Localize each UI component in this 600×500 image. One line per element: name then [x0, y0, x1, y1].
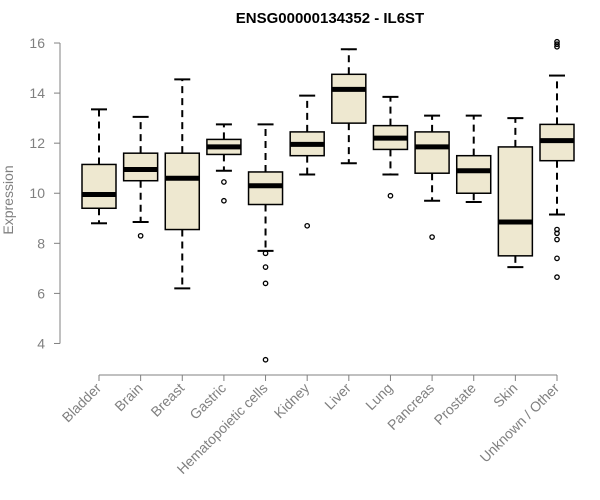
- iqr-box: [81, 163, 117, 210]
- boxes-layer: [81, 38, 575, 363]
- box-breast: [164, 78, 201, 290]
- y-tick-label: 16: [29, 35, 45, 51]
- box-gastric: [206, 123, 242, 204]
- box-prostate: [455, 114, 492, 204]
- iqr-box: [164, 152, 201, 231]
- outlier-point: [554, 236, 560, 243]
- outlier-point: [554, 41, 560, 48]
- box-kidney: [289, 94, 325, 229]
- y-tick-label: 4: [37, 335, 45, 351]
- box-brain: [122, 115, 159, 239]
- box-unknown-other: [539, 38, 575, 280]
- x-category-label: Kidney: [271, 380, 313, 422]
- x-category-label: Skin: [490, 380, 521, 411]
- outlier-point: [387, 192, 394, 199]
- box-lung: [372, 95, 409, 199]
- iqr-box: [455, 154, 492, 194]
- y-axis-label: Expression: [0, 165, 16, 234]
- iqr-box: [331, 73, 367, 124]
- outlier-point: [554, 43, 560, 50]
- outlier-point: [554, 230, 560, 237]
- box-pancreas: [414, 114, 450, 240]
- box-hematopoietic-cells: [247, 123, 284, 363]
- box-skin: [497, 117, 534, 269]
- y-tick-label: 12: [29, 135, 45, 151]
- x-category-label: Prostate: [431, 380, 479, 428]
- outlier-point: [262, 264, 269, 270]
- outlier-point: [221, 197, 227, 204]
- outlier-point: [137, 232, 144, 239]
- iqr-box: [497, 146, 534, 257]
- x-category-label: Breast: [147, 380, 187, 420]
- y-axis: 4 6 8 10 12 14 16: [29, 35, 61, 351]
- outlier-point: [304, 222, 311, 229]
- outlier-point: [262, 356, 269, 363]
- x-category-label: Bladder: [59, 380, 105, 426]
- box-liver: [331, 48, 367, 165]
- box-bladder: [81, 108, 117, 225]
- x-category-label: Unknown / Other: [477, 380, 563, 466]
- outlier-point: [554, 255, 560, 262]
- y-tick-label: 6: [37, 285, 45, 301]
- x-category-label: Brain: [111, 380, 145, 414]
- outlier-point: [262, 250, 269, 257]
- chart-title: ENSG00000134352 - IL6ST: [236, 10, 424, 27]
- outlier-point: [262, 280, 269, 287]
- x-category-label: Lung: [362, 380, 395, 413]
- y-tick-label: 14: [29, 85, 45, 101]
- iqr-box: [122, 152, 159, 182]
- outlier-point: [554, 274, 560, 280]
- iqr-box: [247, 171, 284, 206]
- iqr-box: [414, 131, 450, 174]
- x-category-label: Liver: [321, 380, 354, 413]
- y-tick-label: 8: [37, 235, 45, 251]
- outlier-point: [221, 179, 227, 185]
- y-tick-label: 10: [29, 185, 45, 201]
- outlier-point: [429, 234, 435, 240]
